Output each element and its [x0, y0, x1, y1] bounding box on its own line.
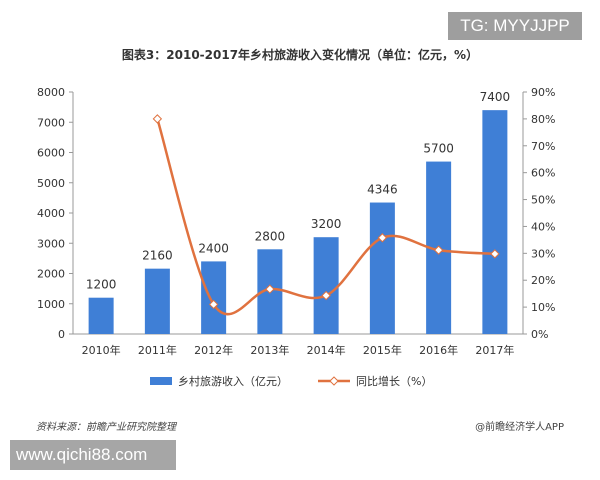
bar-data-label: 2800 [255, 229, 286, 243]
growth-marker [433, 245, 444, 255]
legend-line-marker [329, 376, 339, 386]
legend-bar-label: 乡村旅游收入（亿元） [178, 374, 288, 388]
left-tick-label: 1000 [37, 298, 65, 311]
right-tick-label: 50% [531, 194, 555, 207]
bar-data-label: 7400 [480, 90, 511, 104]
bar [88, 297, 114, 334]
x-tick-label: 2012年 [194, 343, 233, 357]
right-tick-label: 30% [531, 247, 555, 260]
watermark-bottom: www.qichi88.com [10, 440, 176, 470]
right-tick-label: 0% [531, 328, 548, 341]
x-tick-label: 2011年 [138, 343, 177, 357]
growth-marker [321, 290, 331, 301]
right-tick-label: 70% [531, 140, 555, 153]
right-tick-label: 60% [531, 167, 555, 180]
left-tick-label: 6000 [37, 147, 65, 160]
x-tick-label: 2015年 [363, 343, 402, 357]
x-tick-label: 2013年 [250, 343, 289, 357]
left-tick-label: 8000 [37, 86, 65, 99]
right-tick-label: 80% [531, 113, 555, 126]
bar [369, 202, 395, 334]
x-tick-label: 2017年 [475, 343, 514, 357]
bar-data-label: 2160 [142, 249, 173, 263]
legend-bar-swatch [150, 377, 172, 385]
growth-marker [490, 249, 500, 259]
growth-marker [377, 233, 388, 243]
growth-marker [152, 114, 163, 124]
legend-line-label: 同比增长（%） [356, 374, 432, 388]
right-tick-label: 40% [531, 220, 555, 233]
right-tick-label: 90% [531, 86, 555, 99]
bar [313, 237, 339, 334]
left-tick-label: 4000 [37, 207, 65, 220]
growth-marker [265, 284, 275, 294]
left-tick-label: 7000 [37, 116, 65, 129]
bar-data-label: 5700 [423, 142, 454, 156]
left-tick-label: 3000 [37, 237, 65, 250]
bar [144, 268, 170, 334]
x-tick-label: 2016年 [419, 343, 458, 357]
chart-title: 图表3：2010-2017年乡村旅游收入变化情况（单位：亿元，%） [121, 48, 479, 62]
right-tick-label: 10% [531, 301, 555, 314]
bar-data-label: 2400 [198, 241, 229, 255]
bar [201, 261, 227, 334]
x-tick-label: 2010年 [82, 343, 121, 357]
growth-marker [208, 299, 219, 310]
bar [482, 110, 508, 335]
x-tick-label: 2014年 [307, 343, 346, 357]
source-note: 资料来源：前瞻产业研究院整理 [36, 422, 176, 433]
bar-data-label: 1200 [86, 278, 117, 292]
bar-data-label: 4346 [367, 183, 398, 197]
left-tick-label: 0 [58, 328, 65, 341]
credit: @前瞻经济学人APP [475, 422, 564, 433]
watermark-top: TG: MYYJJPP [448, 12, 582, 40]
bar-data-label: 3200 [311, 217, 342, 231]
right-tick-label: 20% [531, 274, 555, 287]
left-tick-label: 2000 [37, 268, 65, 281]
left-tick-label: 5000 [37, 177, 65, 190]
growth-line [156, 118, 495, 316]
